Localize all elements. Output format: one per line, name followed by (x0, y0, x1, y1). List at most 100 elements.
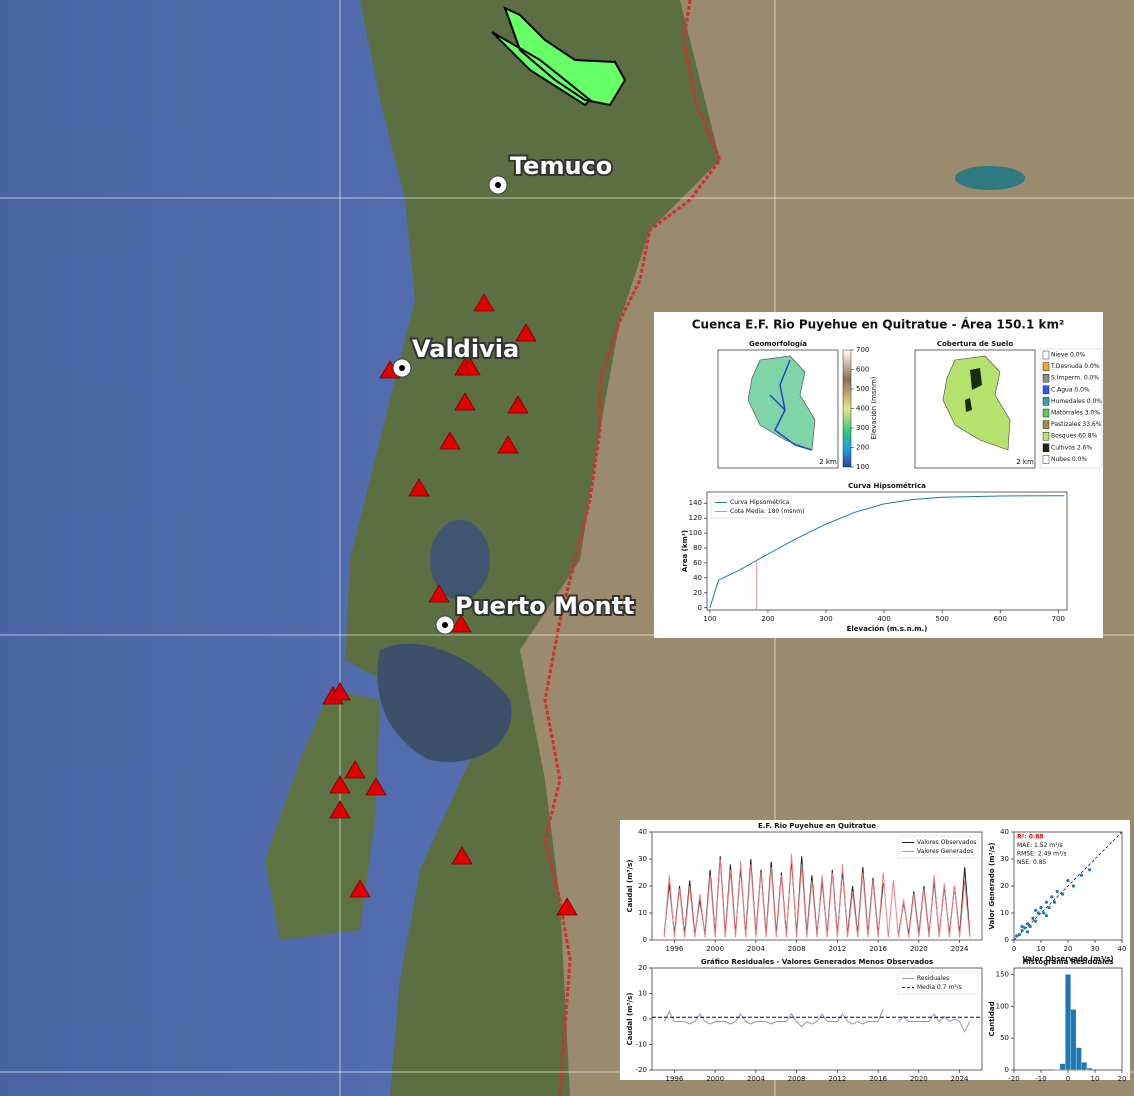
point (1017, 933, 1022, 937)
x-tick-label: 600 (994, 615, 1007, 623)
legend-label: Matorrales 3.0% (1051, 410, 1100, 417)
legend-label: Residuales (917, 975, 949, 982)
station (428, 584, 450, 603)
legend-label: Humedales 0.0% (1051, 398, 1102, 405)
x-tick-label: 2016 (869, 1075, 887, 1083)
stat-label: NSE: 0.85 (1017, 859, 1047, 866)
city-markers (392, 175, 508, 635)
legend-swatch (1042, 385, 1050, 394)
legend-label: Valores Generados (917, 848, 973, 855)
chart-title: Histograma Residuales (1023, 958, 1114, 966)
y-tick-label: 30 (638, 855, 647, 863)
x-tick-label: 10 (1091, 1075, 1100, 1083)
scale-label: 2 km (1016, 458, 1034, 466)
station (329, 800, 351, 819)
basin-cover (942, 355, 1011, 451)
legend-swatch (1042, 443, 1050, 452)
station (473, 293, 495, 312)
x-tick-label: -10 (1035, 1075, 1046, 1083)
y-tick-label: -10 (636, 1041, 647, 1049)
river (769, 359, 813, 451)
y-tick-label: -20 (636, 1066, 647, 1074)
station (349, 879, 371, 898)
station (365, 777, 387, 796)
point (1020, 928, 1024, 933)
y-tick-label: 60 (693, 559, 702, 567)
point (1015, 934, 1019, 938)
x-tick-label: 300 (819, 615, 832, 623)
scale-label: 2 km (819, 458, 837, 466)
legend-label: Cultivos 2.6% (1051, 444, 1092, 451)
legend-box (897, 835, 979, 859)
legend-box (897, 971, 979, 995)
series-line (663, 1008, 971, 1033)
x-tick-label: 40 (1118, 945, 1127, 953)
legend-label: C.Agua 0.0% (1051, 386, 1090, 393)
station (408, 478, 430, 497)
x-tick-label: 0 (1066, 1075, 1070, 1083)
point (1031, 916, 1035, 921)
gulf (377, 643, 512, 762)
colorbar-tick-label: 300 (856, 424, 869, 432)
legend-label: Nieve 0.0% (1051, 352, 1086, 359)
y-tick-label: 120 (689, 514, 702, 522)
x-tick-label: 200 (761, 615, 774, 623)
point (1025, 930, 1030, 934)
chart-title: Gráfico Residuales - Valores Generados M… (701, 958, 933, 966)
x-tick-label: 1996 (665, 1075, 683, 1083)
station (450, 614, 472, 633)
x-tick-label: 2000 (706, 945, 724, 953)
y-tick-label: 20 (1000, 882, 1009, 890)
basin-polygon (491, 6, 627, 107)
x-tick-label: 10 (1037, 945, 1046, 953)
y-tick-label: 0 (1005, 1066, 1009, 1074)
city-marker-dot (399, 365, 405, 371)
colorbar-ticks: 100 200 300 400 500 600 700 (851, 346, 869, 471)
panel-title: Cuenca E.F. Rio Puyehue en Quitratue - Á… (692, 317, 1065, 332)
x-tick-label: 400 (877, 615, 890, 623)
colorbar-tick-label: 100 (856, 463, 869, 471)
city-marker-dot (442, 622, 448, 628)
point (1034, 919, 1038, 923)
x-axis-label: Valor Observado (m³/s) (1022, 955, 1113, 963)
bar (1065, 974, 1071, 1071)
chart-title: E.F. Rio Puyehue en Quitratue (758, 822, 876, 830)
x-tick-label: 2004 (747, 1075, 765, 1083)
y-tick-label: 30 (1000, 855, 1009, 863)
x-tick-label: 100 (703, 615, 716, 623)
point (1079, 873, 1084, 877)
colorbar-label: Elevación (msnm) (870, 376, 878, 439)
x-tick-label: 30 (1091, 945, 1100, 953)
bar (1054, 1069, 1061, 1071)
colorbar-tick-label: 500 (856, 385, 869, 393)
y-axis-label: Caudal (m³/s) (626, 860, 634, 913)
legend-swatch (1042, 374, 1050, 383)
legend-label: Curva Hipsométrica (730, 499, 790, 506)
legend-label: T.Desnuda 0.0% (1050, 363, 1100, 370)
x-tick-label: 2000 (706, 1075, 724, 1083)
station (515, 323, 537, 342)
y-tick-label: 20 (638, 882, 647, 890)
colorbar (842, 349, 852, 468)
point (1039, 906, 1043, 910)
y-tick-label: 40 (693, 574, 702, 582)
point (1042, 911, 1046, 915)
bar (1070, 1009, 1077, 1071)
point (1020, 924, 1024, 929)
station (507, 395, 529, 414)
x-tick-label: 2008 (788, 945, 806, 953)
x-tick-label: 20 (1118, 1075, 1127, 1083)
y-axis-label: Caudal (m³/s) (626, 993, 634, 1046)
legend-swatch (1042, 397, 1050, 406)
y-tick-label: 40 (638, 828, 647, 836)
y-tick-label: 20 (638, 964, 647, 972)
bar (1059, 1063, 1066, 1071)
series-line (663, 853, 971, 938)
legend-label: Valores Observados (917, 839, 976, 846)
bar (1075, 1047, 1082, 1071)
x-tick-label: 2008 (788, 1075, 806, 1083)
y-tick-label: 140 (689, 499, 702, 507)
y-tick-label: 10 (638, 909, 647, 917)
cover-legend (1039, 348, 1103, 469)
